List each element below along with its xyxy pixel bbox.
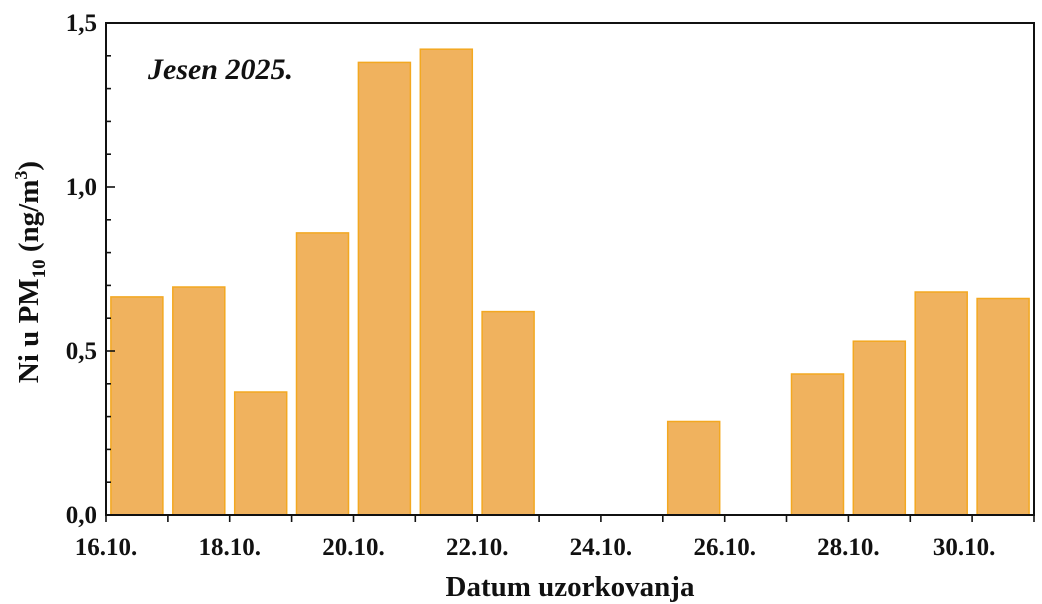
bar-29-10	[914, 291, 968, 516]
x-tick-label: 20.10.	[322, 534, 385, 561]
y-axis-title-unit: (ng/m	[13, 180, 45, 260]
bar-20-10	[357, 61, 412, 516]
x-tick-label: 24.10.	[570, 534, 633, 561]
y-tick-label: 1,5	[66, 10, 97, 37]
bar-19-10	[295, 232, 350, 516]
y-axis-title-superscript: 3	[11, 171, 31, 180]
bar-16-10	[110, 296, 164, 516]
x-tick-label: 28.10.	[817, 534, 880, 561]
bar-25-10	[666, 420, 721, 516]
bar-21-10	[419, 48, 474, 516]
y-axis-title-main: Ni u PM	[13, 278, 45, 383]
y-axis-title: Ni u PM10 (ng/m3)	[11, 161, 50, 383]
y-tick-label: 0,0	[66, 502, 97, 529]
bar-30-10	[976, 297, 1030, 516]
x-tick-label: 16.10.	[75, 534, 138, 561]
bar-28-10	[852, 340, 907, 516]
chart-annotation: Jesen 2025.	[147, 53, 293, 86]
bar-22-10	[481, 310, 535, 516]
x-tick-label: 30.10.	[933, 534, 996, 561]
bar-18-10	[233, 391, 288, 516]
x-axis-title: Datum uzorkovanja	[446, 571, 695, 603]
bar-17-10	[172, 286, 226, 516]
y-tick-labels: 0,0 0,5 1,0 1,5	[66, 10, 97, 529]
plot-frame	[105, 22, 1035, 516]
bar-27-10	[790, 373, 845, 516]
x-tick-label: 18.10.	[198, 534, 261, 561]
x-tick-labels: 16.10. 18.10. 20.10. 22.10. 24.10. 26.10. 28.1…	[75, 534, 996, 561]
x-tick-label: 22.10.	[446, 534, 509, 561]
x-tick-label: 26.10.	[693, 534, 756, 561]
y-tick-label: 1,0	[66, 174, 97, 201]
y-axis-title-subscript: 10	[29, 259, 50, 278]
y-tick-label: 0,5	[66, 338, 97, 365]
y-axis-title-unit-close: )	[13, 161, 45, 171]
bars-group	[110, 48, 1030, 516]
